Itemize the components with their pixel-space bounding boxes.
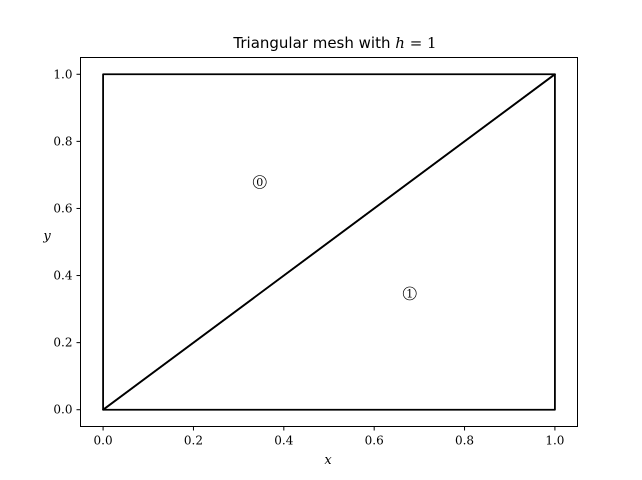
x-tick-label: 1.0 — [545, 434, 564, 448]
element-label-marker-1 — [402, 286, 417, 301]
x-tick-label: 0.0 — [94, 434, 113, 448]
element-label-marker-0 — [252, 175, 267, 189]
x-tick-label: 0.6 — [365, 434, 384, 448]
x-tick-label: 0.8 — [455, 434, 474, 448]
x-axis-label: x — [324, 453, 332, 468]
y-axis-label: y — [42, 229, 51, 244]
element-label-1: 1 — [406, 287, 413, 300]
mesh-layer: 01 — [102, 73, 556, 411]
element-label-0: 0 — [256, 176, 263, 189]
chart-title: Triangular mesh with h = 1 — [232, 34, 436, 52]
y-tick-label: 0.4 — [53, 269, 72, 283]
y-tick-label: 1.0 — [53, 67, 72, 81]
x-tick-label: 0.2 — [184, 434, 203, 448]
title-eq: = 1 — [405, 34, 437, 52]
plot-area-frame — [80, 57, 578, 427]
y-tick-label: 0.8 — [53, 134, 72, 148]
ticks-layer: 0.0 0.2 0.4 0.6 0.8 1.0 0.0 0.2 0.4 0.6 0.8 1.0 — [53, 67, 564, 447]
y-tick-label: 0.2 — [53, 336, 72, 350]
title-math: h — [395, 34, 405, 52]
title-text: Triangular mesh with — [232, 34, 395, 52]
y-tick-label: 0.6 — [53, 201, 72, 215]
x-tick-label: 0.4 — [274, 434, 293, 448]
mesh-triangle-1 — [102, 73, 556, 411]
y-tick-label: 0.0 — [53, 403, 72, 417]
